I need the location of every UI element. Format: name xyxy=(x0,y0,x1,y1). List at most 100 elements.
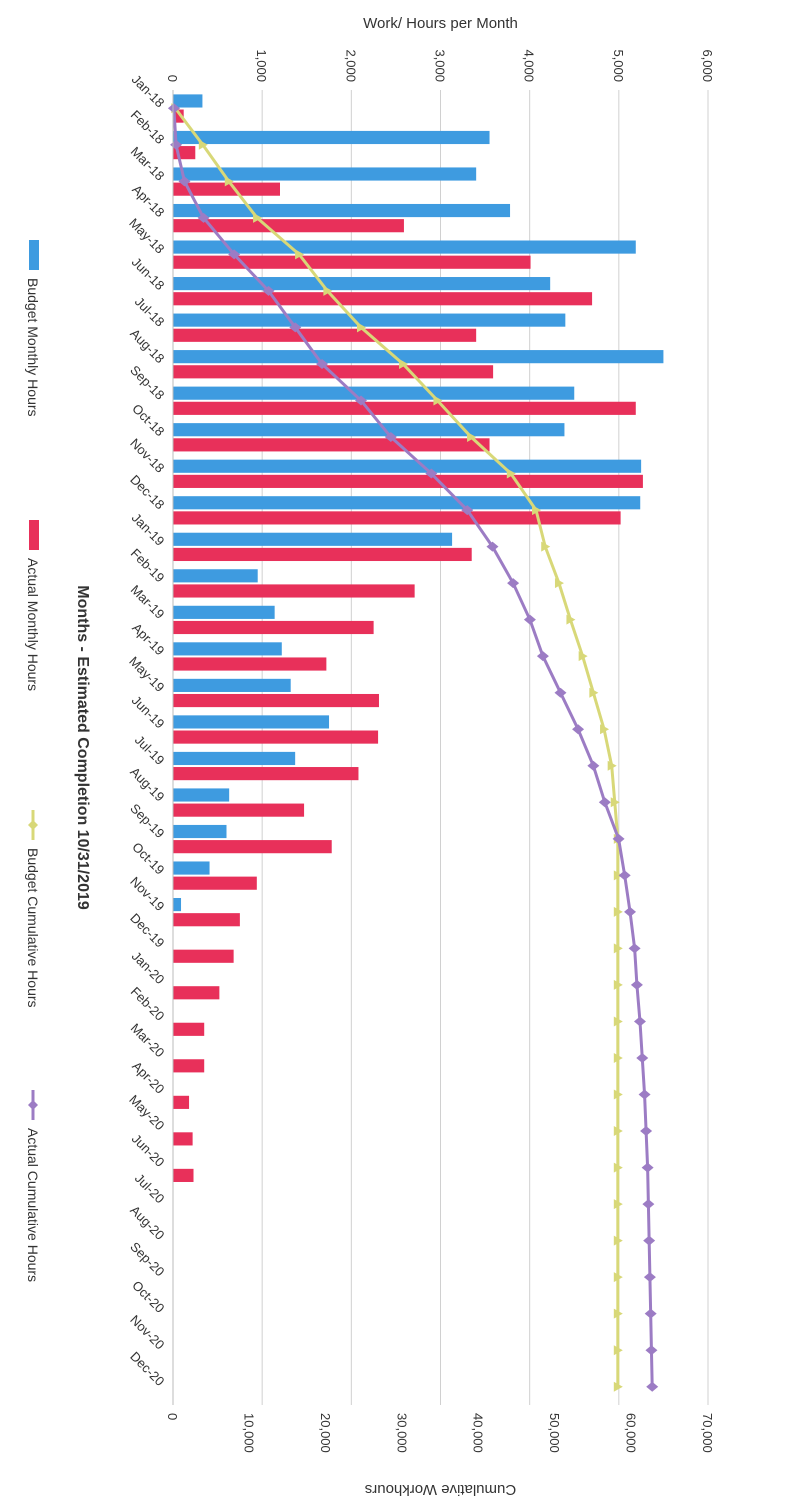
actual-cumulative-point xyxy=(316,358,329,369)
category-label: Aug-20 xyxy=(127,1202,167,1242)
budget-monthly-bar xyxy=(173,496,641,510)
budget-cumulative-line xyxy=(174,107,620,1387)
right-tick-label: 20,000 xyxy=(318,1413,333,1453)
category-label: Oct-18 xyxy=(129,401,167,439)
budget-monthly-bar xyxy=(173,605,275,619)
category-label: Jan-19 xyxy=(129,510,168,549)
budget-cumulative-point xyxy=(613,1272,623,1283)
budget-monthly-bar xyxy=(172,751,296,766)
actual-cumulative-point xyxy=(587,760,600,771)
budget-cumulative-point xyxy=(433,395,443,406)
actual-monthly-bar xyxy=(173,401,636,415)
budget-monthly-bar xyxy=(173,861,210,875)
category-label: Jun-19 xyxy=(129,693,168,732)
budget-monthly-bar xyxy=(172,569,258,583)
actual-monthly-bar xyxy=(173,840,332,854)
actual-cumulative-point xyxy=(630,979,643,990)
budget-cumulative-point xyxy=(399,358,409,369)
right-tick-label: 60,000 xyxy=(624,1413,639,1453)
category-label: Apr-18 xyxy=(129,182,167,220)
budget-monthly-bar xyxy=(173,277,551,291)
actual-monthly-bar xyxy=(173,803,305,817)
actual-cumulative-point xyxy=(636,1052,649,1063)
budget-cumulative-point xyxy=(613,1381,623,1392)
category-label: Nov-19 xyxy=(127,874,167,914)
gridlines xyxy=(172,90,709,1405)
budget-monthly-bar xyxy=(173,386,575,400)
actual-cumulative-point xyxy=(228,249,241,260)
actual-monthly-bar xyxy=(173,584,415,598)
budget-cumulative-point xyxy=(224,176,234,187)
budget-monthly-bar xyxy=(173,532,453,546)
actual-cumulative-point xyxy=(554,687,567,698)
actual-monthly-bar xyxy=(173,657,327,671)
budget-cumulative-point xyxy=(613,1308,623,1319)
budget-monthly-bar xyxy=(172,715,330,729)
category-label: Jul-19 xyxy=(132,732,168,768)
budget-cumulative-point xyxy=(578,651,588,662)
budget-cumulative-point xyxy=(589,687,599,698)
budget-monthly-bar xyxy=(173,203,511,218)
actual-monthly-bar xyxy=(173,913,240,927)
budget-cumulative-point xyxy=(566,614,576,625)
actual-cumulative-point xyxy=(197,212,210,223)
category-label: Nov-20 xyxy=(127,1312,167,1352)
budget-cumulative-point xyxy=(506,468,516,479)
category-label: Mar-20 xyxy=(128,1020,168,1060)
budget-monthly-bar xyxy=(173,350,664,364)
actual-monthly-bar xyxy=(173,365,494,379)
budget-monthly-bar xyxy=(173,240,636,254)
actual-monthly-bar xyxy=(172,292,593,306)
actual-monthly-bar xyxy=(172,876,257,890)
left-tick-label: 6,000 xyxy=(700,49,715,82)
budget-cumulative-point xyxy=(613,943,623,954)
category-label: Feb-18 xyxy=(128,107,168,147)
right-tick-label: 10,000 xyxy=(241,1413,256,1453)
actual-cumulative-point xyxy=(486,541,499,552)
left-tick-label: 2,000 xyxy=(343,49,358,82)
category-label: Oct-19 xyxy=(129,839,167,877)
budget-cumulative-point xyxy=(613,870,623,881)
actual-cumulative-point xyxy=(645,1345,658,1356)
category-label: Dec-19 xyxy=(127,910,167,950)
budget-cumulative-point xyxy=(613,1089,623,1100)
actual-monthly-bar xyxy=(173,730,379,744)
category-label: Jun-20 xyxy=(129,1131,168,1170)
budget-cumulative-point xyxy=(532,505,542,516)
legend-label: Actual Cumulative Hours xyxy=(25,1128,41,1282)
actual-monthly-bar xyxy=(172,986,220,1000)
actual-cumulative-point xyxy=(598,797,611,808)
category-label: Aug-18 xyxy=(127,326,167,366)
actual-cumulative-point xyxy=(289,322,302,333)
budget-monthly-bar xyxy=(172,642,282,656)
category-label: Sep-19 xyxy=(127,801,167,841)
category-label: May-18 xyxy=(126,215,167,256)
legend-label: Budget Monthly Hours xyxy=(25,278,41,417)
budget-cumulative-point xyxy=(613,1052,623,1063)
budget-monthly-bar xyxy=(173,130,490,145)
budget-cumulative-point xyxy=(198,139,208,150)
budget-cumulative-point xyxy=(610,797,620,808)
legend-marker xyxy=(28,1100,38,1110)
left-tick-label: 1,000 xyxy=(254,49,269,82)
actual-cumulative-point xyxy=(643,1272,656,1283)
legend-label: Budget Cumulative Hours xyxy=(25,848,41,1008)
actual-cumulative-point xyxy=(507,578,520,589)
left-tick-label: 5,000 xyxy=(611,49,626,82)
actual-cumulative-point xyxy=(425,468,438,479)
left-tick-label: 3,000 xyxy=(433,49,448,82)
budget-monthly-bar xyxy=(172,788,230,802)
legend-swatch xyxy=(29,520,39,550)
actual-monthly-bar xyxy=(173,474,643,488)
right-tick-label: 50,000 xyxy=(547,1413,562,1453)
actual-monthly-bars xyxy=(172,109,643,1182)
budget-cumulative-point xyxy=(613,1016,623,1027)
actual-monthly-bar xyxy=(172,1132,193,1146)
y-left-axis-title: Work/ Hours per Month xyxy=(363,15,518,32)
legend-swatch xyxy=(29,240,39,270)
legend-marker xyxy=(28,820,38,830)
right-tick-label: 30,000 xyxy=(394,1413,409,1453)
actual-cumulative-point xyxy=(461,505,474,516)
category-label: Nov-18 xyxy=(127,435,167,475)
actual-cumulative-point xyxy=(646,1381,659,1392)
